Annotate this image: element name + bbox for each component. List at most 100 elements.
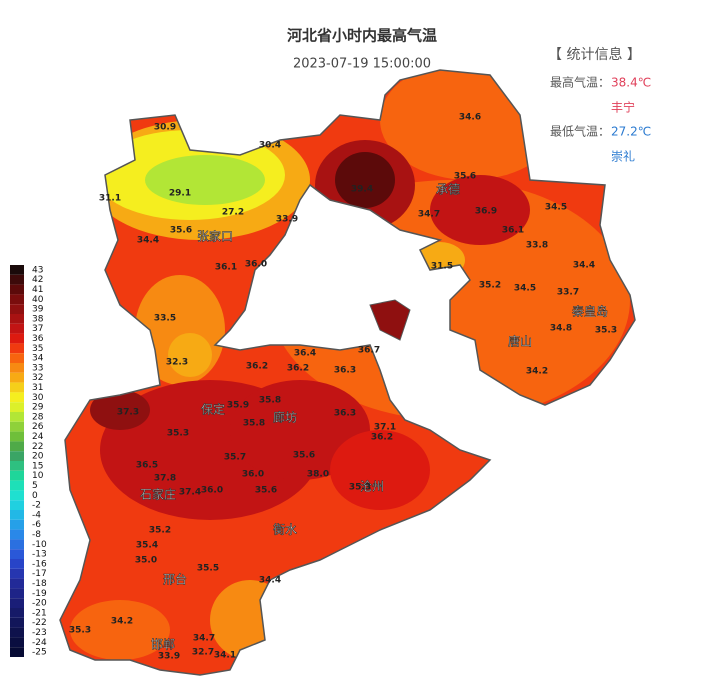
station-value: 35.2 [479,281,501,291]
legend-swatch [10,500,24,510]
station-value: 36.3 [334,409,356,419]
station-value: 35.3 [69,626,91,636]
stats-value: 38.4℃ [611,76,651,90]
station-value: 36.1 [215,263,237,273]
legend-label: -22 [32,618,47,628]
legend-label: 26 [32,422,44,432]
legend-label: 20 [32,452,44,462]
legend-swatch [10,402,24,412]
legend-swatch [10,294,24,305]
legend-swatch [10,470,24,481]
station-value: 35.2 [149,526,171,536]
station-value: 34.1 [214,651,236,661]
legend-swatch [10,265,24,275]
stats-station: 丰宁 [611,100,635,115]
legend-swatch [10,412,24,422]
legend-label: -4 [32,510,41,520]
station-value: 32.3 [166,358,188,368]
legend-label: 10 [32,471,44,481]
station-value: 34.2 [526,367,548,377]
legend-label: 36 [32,334,44,344]
station-value: 37.3 [117,408,139,418]
legend-label: -10 [32,540,47,550]
stats-label: 最高气温： [550,75,610,90]
city-label: 张家口 [197,229,233,244]
station-value: 36.1 [502,226,524,236]
legend-label: 5 [32,481,38,491]
enclave [369,299,411,341]
dynamic-layer: 4342414039383736353433323130292826242220… [10,113,617,662]
legend-swatch [10,382,24,393]
legend-label: -21 [32,608,47,618]
city-label: 邯郸 [151,637,175,652]
city-label: 承德 [436,182,460,197]
legend-swatch [10,568,24,579]
legend-swatch [10,617,24,628]
legend-label: 0 [32,491,38,501]
station-value: 35.3 [595,326,617,336]
legend-swatch [10,539,24,550]
title: 河北省小时内最高气温 [287,27,437,45]
stats-value: 27.2℃ [611,125,651,139]
station-value: 35.8 [243,419,265,429]
station-value: 35.7 [224,453,246,463]
legend-label: 42 [32,275,43,285]
station-value: 35.8 [259,396,281,406]
city-label: 保定 [201,402,225,417]
legend-swatch [10,421,24,432]
station-value: 36.0 [242,470,264,480]
legend-swatch [10,519,24,530]
station-value: 33.7 [557,288,579,298]
legend-swatch [10,559,24,569]
legend-label: 31 [32,383,43,393]
station-value: 36.0 [245,260,267,270]
legend-label: 38 [32,314,44,324]
legend-label: 32 [32,373,43,383]
station-value: 33.9 [276,215,298,225]
legend-label: -24 [32,638,47,648]
legend-label: -25 [32,648,47,658]
station-value: 31.5 [431,262,453,272]
legend-label: 43 [32,265,43,275]
legend-swatch [10,363,24,373]
legend-swatch [10,451,24,461]
station-value: 35.3 [349,483,371,493]
legend-swatch [10,392,24,403]
station-value: 33.5 [154,314,176,324]
legend-swatch [10,372,24,383]
legend-label: 22 [32,442,43,452]
station-value: 36.0 [201,486,223,496]
station-value: 35.6 [454,172,476,182]
legend-label: -6 [32,520,41,530]
stats-heading: 【 统计信息 】 [548,46,641,63]
legend-label: 37 [32,324,43,334]
station-value: 37.1 [374,423,396,433]
legend-label: 28 [32,412,44,422]
legend-label: -20 [32,599,47,609]
station-value: 35.3 [167,429,189,439]
station-value: 33.8 [526,241,548,251]
legend-swatch [10,323,24,334]
station-value: 34.7 [418,210,440,220]
legend-swatch [10,598,24,608]
station-value: 36.3 [334,366,356,376]
legend-label: -23 [32,628,47,638]
station-value: 29.1 [169,189,191,199]
station-value: 34.4 [259,576,281,586]
legend-swatch [10,588,24,599]
station-value: 36.9 [475,207,497,217]
legend-label: -13 [32,550,47,560]
legend-label: -2 [32,501,41,511]
station-value: 36.2 [287,364,309,374]
station-value: 34.5 [514,284,536,294]
legend-swatch [10,627,24,638]
station-value: 30.9 [154,123,176,133]
legend-label: 33 [32,363,43,373]
legend-label: -18 [32,579,47,589]
city-label: 廊坊 [273,410,297,425]
legend-swatch [10,510,24,520]
legend-swatch [10,490,24,501]
station-value: 34.4 [573,261,595,271]
legend-label: -8 [32,530,41,540]
